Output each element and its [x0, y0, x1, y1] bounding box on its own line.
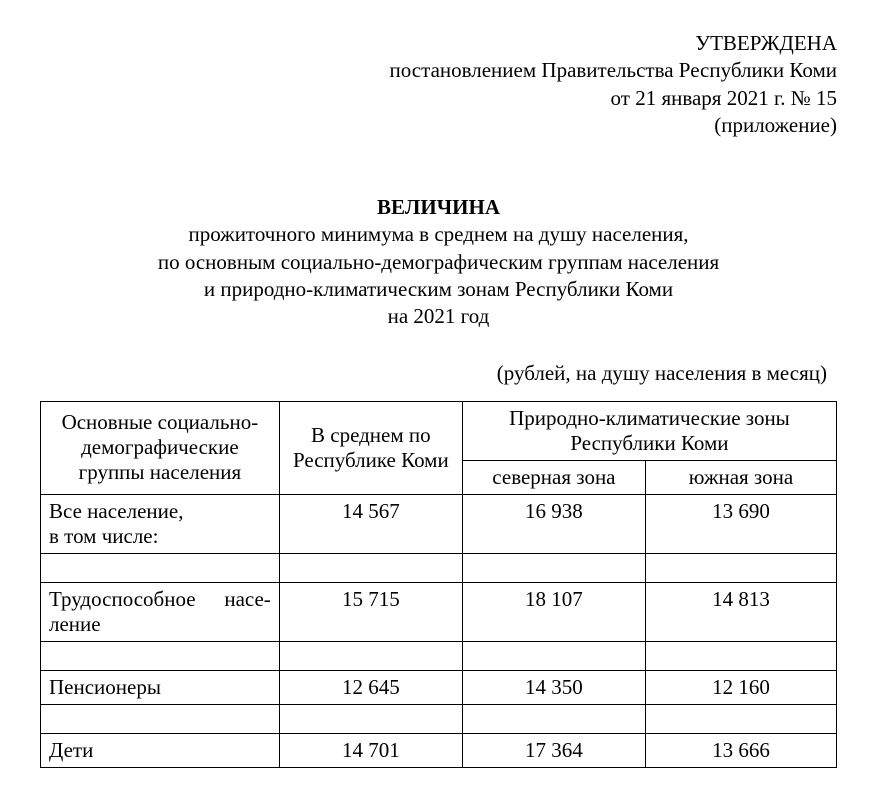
- row-label: Трудоспособное насе- ление: [41, 582, 280, 641]
- row2-avg: 12 645: [279, 670, 462, 704]
- col-zones-label: Природно-климатические зоны Республики К…: [509, 406, 790, 455]
- table-header: Основные социально-демографические групп…: [41, 401, 837, 494]
- table-body: Все население, в том числе: 14 567 16 93…: [41, 494, 837, 767]
- title-line-3: и природно-климатическим зонам Республик…: [40, 276, 837, 303]
- title-line-1: прожиточного минимума в среднем на душу …: [40, 221, 837, 248]
- data-table: Основные социально-демографические групп…: [40, 401, 837, 768]
- row2-north: 14 350: [462, 670, 645, 704]
- row2-south: 12 160: [645, 670, 836, 704]
- table-row: Все население, в том числе: 14 567 16 93…: [41, 494, 837, 553]
- spacer-row: [41, 641, 837, 670]
- spacer-row: [41, 553, 837, 582]
- title-line-2: по основным социально-демографическим гр…: [40, 249, 837, 276]
- approval-line-2: постановлением Правительства Республики …: [40, 57, 837, 84]
- table-row: Дети 14 701 17 364 13 666: [41, 733, 837, 767]
- table-row: Трудоспособное насе- ление 15 715 18 107…: [41, 582, 837, 641]
- row1-south: 14 813: [645, 582, 836, 641]
- row1-north: 18 107: [462, 582, 645, 641]
- row0-south: 13 690: [645, 494, 836, 553]
- approval-block: УТВЕРЖДЕНА постановлением Правительства …: [40, 30, 837, 139]
- title-block: ВЕЛИЧИНА прожиточного минимума в среднем…: [40, 194, 837, 330]
- col-north: северная зона: [462, 460, 645, 494]
- spacer-row: [41, 704, 837, 733]
- title-line-4: на 2021 год: [40, 303, 837, 330]
- row3-north: 17 364: [462, 733, 645, 767]
- col-group: Основные социально-демографические групп…: [41, 401, 280, 494]
- row0-north: 16 938: [462, 494, 645, 553]
- row1-label-w1: Трудоспособное: [49, 587, 196, 612]
- approval-line-4: (приложение): [40, 112, 837, 139]
- approval-line-3: от 21 января 2021 г. № 15: [40, 85, 837, 112]
- table-row: Пенсионеры 12 645 14 350 12 160: [41, 670, 837, 704]
- row1-avg: 15 715: [279, 582, 462, 641]
- row-label: Все население, в том числе:: [41, 494, 280, 553]
- col-south: южная зона: [645, 460, 836, 494]
- row2-label: Пенсионеры: [41, 670, 280, 704]
- col-avg: В среднем по Республике Коми: [279, 401, 462, 494]
- unit-label: (рублей, на душу населения в месяц): [40, 361, 837, 386]
- title-bold: ВЕЛИЧИНА: [40, 194, 837, 221]
- col-north-label: северная зона: [492, 465, 615, 489]
- row1-label-w2: насе-: [224, 587, 270, 612]
- row3-avg: 14 701: [279, 733, 462, 767]
- row0-label-line1: Все население,: [49, 499, 271, 524]
- col-group-label: Основные социально-демографические групп…: [62, 410, 259, 484]
- row3-south: 13 666: [645, 733, 836, 767]
- row0-avg: 14 567: [279, 494, 462, 553]
- col-south-label: южная зона: [689, 465, 793, 489]
- row1-label-line2: ление: [49, 612, 271, 637]
- row0-label-line2: в том числе:: [49, 524, 271, 549]
- row3-label: Дети: [41, 733, 280, 767]
- document-page: УТВЕРЖДЕНА постановлением Правительства …: [0, 0, 877, 804]
- col-zones: Природно-климатические зоны Республики К…: [462, 401, 836, 460]
- col-avg-label: В среднем по Республике Коми: [293, 423, 449, 472]
- approval-line-1: УТВЕРЖДЕНА: [40, 30, 837, 57]
